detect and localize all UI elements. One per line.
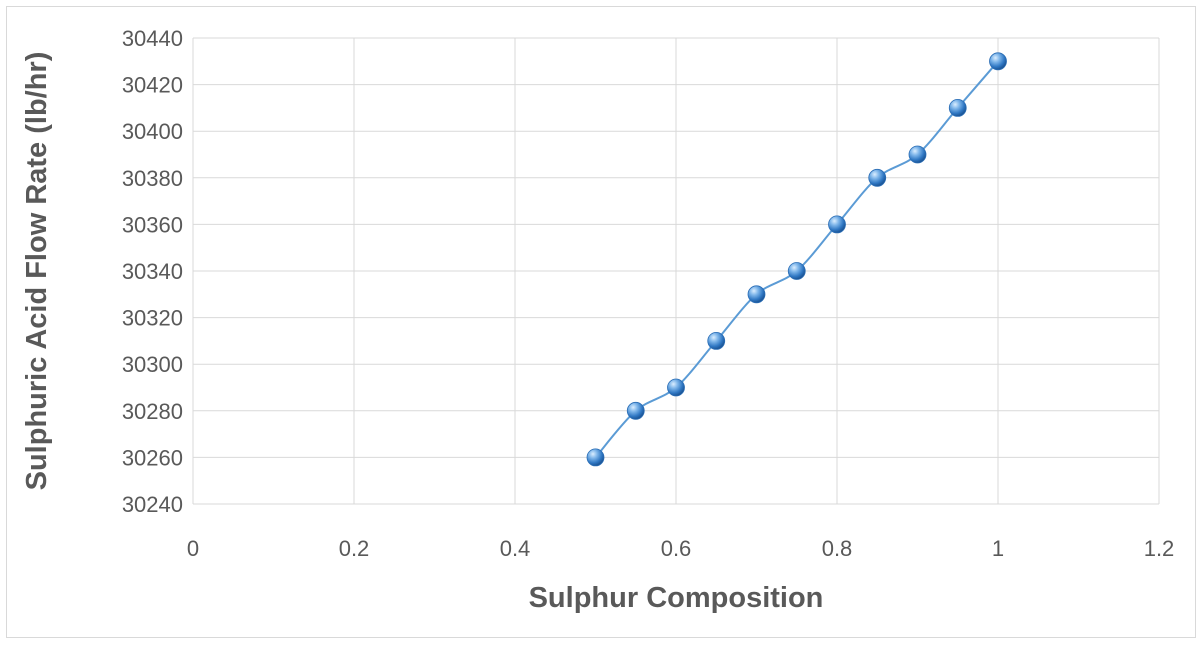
- x-tick-label: 1: [992, 536, 1004, 561]
- gridlines: [192, 37, 1160, 505]
- x-tick-label: 0: [187, 536, 199, 561]
- x-tick-label: 0.6: [661, 536, 692, 561]
- data-point: [667, 378, 685, 397]
- y-tick-label: 30440: [122, 26, 183, 51]
- data-point: [989, 52, 1007, 71]
- data-point: [626, 401, 645, 420]
- x-tick-label: 1.2: [1144, 536, 1175, 561]
- y-tick-label: 30260: [122, 445, 183, 470]
- y-tick-label: 30280: [122, 399, 183, 424]
- data-point: [948, 99, 967, 117]
- y-tick-label: 30420: [122, 73, 183, 98]
- x-tick-label: 0.4: [500, 536, 531, 561]
- data-point: [747, 285, 766, 304]
- y-tick-label: 30340: [122, 259, 183, 284]
- data-point: [828, 215, 846, 234]
- y-tick-label: 30400: [122, 119, 183, 144]
- x-axis-title: Sulphur Composition: [529, 582, 824, 614]
- y-tick-label: 30320: [122, 306, 183, 331]
- y-tick-label: 30360: [122, 212, 183, 237]
- y-tick-label: 30380: [122, 166, 183, 191]
- series-0: [586, 52, 1007, 467]
- data-point: [787, 262, 806, 280]
- series-line: [594, 60, 999, 459]
- x-tick-label: 0.2: [339, 536, 370, 561]
- tick-labels: 30240 30260 30280 30300 30320 30340 30360 30380…: [122, 26, 1174, 561]
- y-axis-title: Sulphuric Acid Flow Rate (lb/hr): [21, 52, 53, 491]
- data-point: [586, 448, 605, 467]
- y-tick-label: 30300: [122, 352, 183, 377]
- data-point: [908, 145, 927, 164]
- y-tick-label: 30240: [122, 492, 183, 517]
- x-tick-label: 0.8: [822, 536, 853, 561]
- data-point: [707, 331, 726, 350]
- data-point: [868, 168, 887, 187]
